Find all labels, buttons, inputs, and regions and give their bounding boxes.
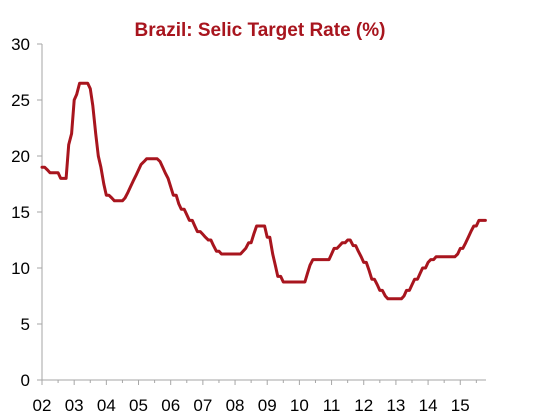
y-tick-label: 25 bbox=[11, 91, 30, 110]
x-tick-label: 11 bbox=[323, 396, 341, 415]
y-tick-label: 15 bbox=[11, 203, 30, 222]
y-tick-label: 10 bbox=[11, 259, 30, 278]
x-tick-label: 15 bbox=[451, 396, 470, 415]
x-tick-label: 08 bbox=[226, 396, 245, 415]
series-line-0 bbox=[40, 81, 487, 301]
y-tick-label: 0 bbox=[21, 371, 30, 390]
y-axis: 0 5 10 15 20 25 30 bbox=[11, 35, 43, 390]
x-tick-label: 12 bbox=[354, 396, 373, 415]
series-group bbox=[40, 81, 487, 301]
x-axis: 02 03 04 05 06 07 08 09 10 11 12 13 14 15 bbox=[33, 379, 486, 415]
x-tick-label: 05 bbox=[129, 396, 148, 415]
y-tick-label: 5 bbox=[21, 315, 30, 334]
x-tick-label: 13 bbox=[386, 396, 405, 415]
y-tick-label: 30 bbox=[11, 35, 30, 54]
x-tick-label: 09 bbox=[258, 396, 277, 415]
x-tick-label: 04 bbox=[97, 396, 116, 415]
x-tick-label: 07 bbox=[193, 396, 212, 415]
x-tick-label: 06 bbox=[161, 396, 180, 415]
x-tick-label: 10 bbox=[290, 396, 309, 415]
x-tick-label: 03 bbox=[65, 396, 84, 415]
x-tick-label: 02 bbox=[33, 396, 52, 415]
x-tick-label: 14 bbox=[419, 396, 438, 415]
y-tick-label: 20 bbox=[11, 147, 30, 166]
chart-title: Brazil: Selic Target Rate (%) bbox=[135, 20, 386, 41]
